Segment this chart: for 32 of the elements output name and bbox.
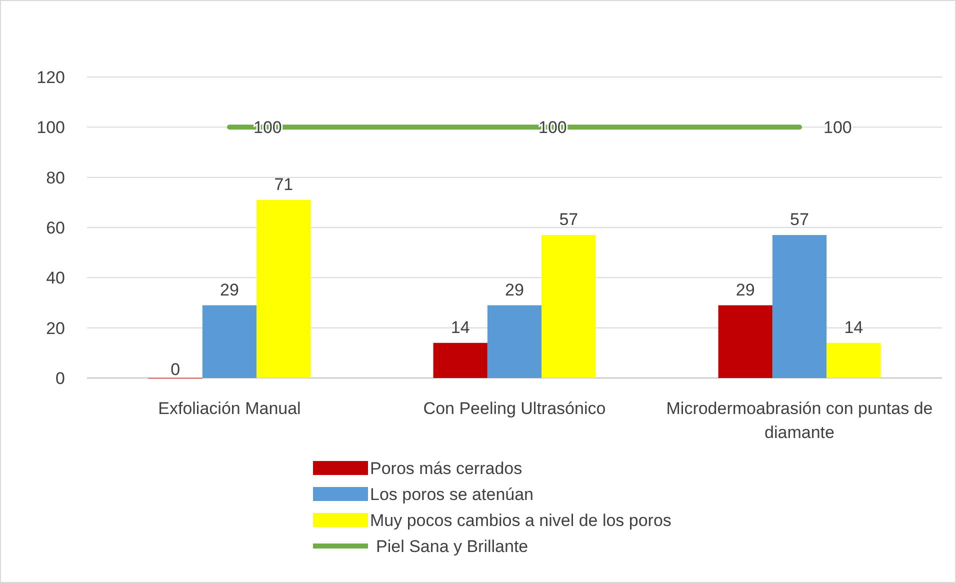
data-label: 29 xyxy=(220,280,239,300)
bar xyxy=(433,342,488,378)
data-label: 29 xyxy=(736,280,755,300)
data-label: 71 xyxy=(274,174,294,194)
legend-label: Muy pocos cambios a nivel de los poros xyxy=(370,511,672,530)
y-tick-label: 80 xyxy=(46,168,65,188)
legend-label: Los poros se atenúan xyxy=(370,485,534,504)
x-tick-label: Microdermoabrasión con puntas de diamante xyxy=(666,399,933,442)
data-label: 14 xyxy=(844,318,864,337)
x-tick-label: Exfoliación Manual xyxy=(158,399,301,418)
bar xyxy=(772,235,827,378)
y-tick-label: 100 xyxy=(36,118,65,138)
data-label: 29 xyxy=(505,280,524,300)
bar xyxy=(256,200,311,378)
bar xyxy=(826,342,881,378)
bar xyxy=(542,235,596,378)
bar xyxy=(202,305,257,378)
bar xyxy=(487,305,542,378)
data-label: 0 xyxy=(170,360,180,379)
data-label: 57 xyxy=(790,210,809,230)
data-label: 57 xyxy=(559,210,578,230)
y-tick-label: 120 xyxy=(36,68,65,87)
data-label: 100 xyxy=(824,118,852,138)
y-tick-label: 60 xyxy=(46,218,65,238)
y-tick-label: 40 xyxy=(46,268,65,288)
x-tick-label: Con Peeling Ultrasónico xyxy=(423,399,606,418)
bar xyxy=(718,305,772,378)
legend-label: Poros más cerrados xyxy=(370,459,522,478)
data-label: 14 xyxy=(450,318,470,337)
y-tick-label: 0 xyxy=(56,369,65,388)
legend-label: Piel Sana y Brillante xyxy=(376,537,528,556)
y-tick-label: 20 xyxy=(46,318,65,338)
